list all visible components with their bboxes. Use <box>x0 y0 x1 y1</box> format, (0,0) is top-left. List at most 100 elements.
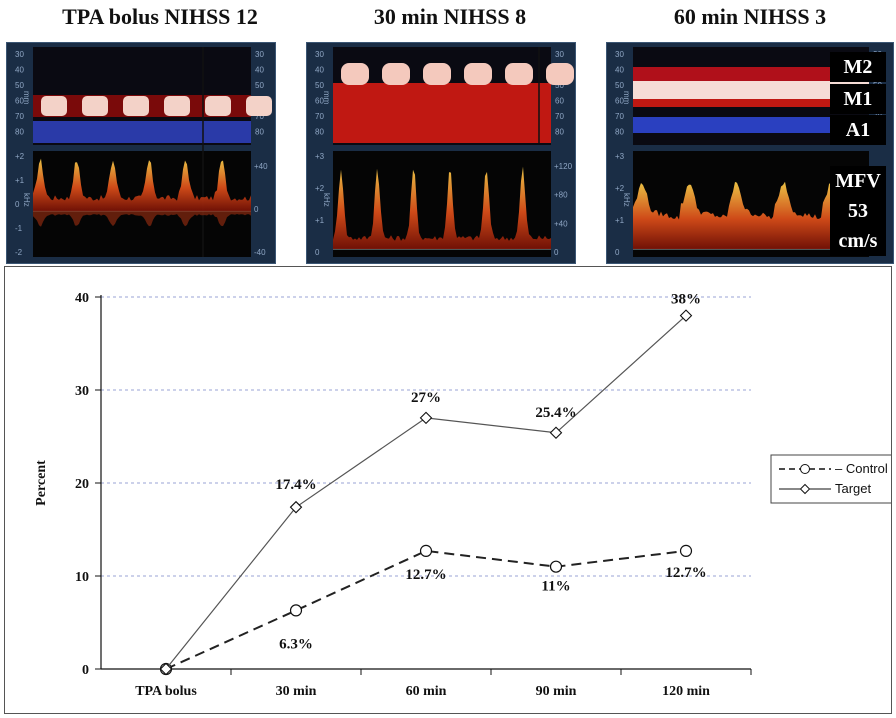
data-point-target <box>419 411 433 425</box>
legend-label-target: Target <box>835 481 872 496</box>
vessel-label-a1: A1 <box>830 115 886 145</box>
velocity-tick-label: 0 <box>254 205 259 214</box>
khz-tick-label: +1 <box>15 176 25 185</box>
mm-tick-label: 80 <box>15 128 24 137</box>
mmode-pulse <box>382 63 410 85</box>
khz-tick-label: -2 <box>15 248 23 257</box>
mfv-label: MFV <box>830 166 886 196</box>
khz-tick-label: 0 <box>15 200 20 209</box>
mmode-pulse <box>246 96 272 116</box>
data-label-control: 6.3% <box>279 636 313 652</box>
mmode-pulse <box>205 96 231 116</box>
mm-tick-label: 80 <box>615 128 624 137</box>
mm-tick-label: 70 <box>315 112 324 121</box>
doppler-panel-2: 303040405050606070708080mm+3+2+10kHz+120… <box>306 42 576 264</box>
mmode-pulse <box>423 63 451 85</box>
khz-axis-label: kHz <box>322 193 331 207</box>
mmode-pulse <box>82 96 108 116</box>
velocity-tick-label: +120 <box>554 162 573 171</box>
mmode-pulse <box>341 63 369 85</box>
data-label-target: 27% <box>411 390 441 406</box>
legend-marker-control <box>800 464 810 474</box>
mm-tick-label: 60 <box>315 97 324 106</box>
mmode-pulse <box>546 63 574 85</box>
mm-tick-label-right: 30 <box>555 50 564 59</box>
doppler-panel-1: 303040405050606070708080mm+2+10-1-2kHz+4… <box>6 42 276 264</box>
data-point-target <box>549 426 563 440</box>
mmode-m1-band <box>633 81 869 99</box>
data-point-control <box>679 544 693 557</box>
khz-tick-label: +2 <box>615 184 625 193</box>
mm-tick-label-right: 40 <box>255 66 264 75</box>
spectral-waveform <box>333 166 551 249</box>
data-label-target: 38% <box>671 292 701 308</box>
mm-tick-label: 30 <box>15 50 24 59</box>
y-tick-label: 30 <box>75 384 89 399</box>
khz-tick-label: +3 <box>615 152 625 161</box>
mm-tick-label: 80 <box>315 128 324 137</box>
khz-tick-label: +2 <box>315 184 325 193</box>
x-tick-label: 90 min <box>536 684 577 699</box>
mm-tick-label: 30 <box>615 50 624 59</box>
khz-tick-label: 0 <box>315 248 320 257</box>
mm-axis-label: mm <box>22 91 31 105</box>
mm-tick-label: 40 <box>315 66 324 75</box>
mmode-pulse <box>464 63 492 85</box>
vessel-label-m1: M1 <box>830 84 886 114</box>
mfv-unit: cm/s <box>830 226 886 256</box>
data-label-target: 25.4% <box>535 405 576 421</box>
mm-tick-label: 50 <box>615 81 624 90</box>
mmode-pulse <box>164 96 190 116</box>
mm-tick-label-right: 80 <box>255 128 264 137</box>
velocity-tick-label: +80 <box>554 191 568 200</box>
mmode-pulse <box>41 96 67 116</box>
line-chart: 0 10 20 30 40 Percent TPA bolus 30 min 60 min 90 … <box>34 291 891 699</box>
khz-axis-label: kHz <box>22 193 31 207</box>
mm-tick-label: 40 <box>15 66 24 75</box>
mm-tick-label-right: 50 <box>255 81 264 90</box>
mm-tick-label-right: 80 <box>555 128 564 137</box>
velocity-tick-label: -40 <box>254 248 266 257</box>
mmode-m1-edge <box>633 99 869 107</box>
mmode-red-band <box>333 83 551 143</box>
data-point-control <box>289 604 303 617</box>
x-tick-label: 120 min <box>662 684 710 699</box>
mm-tick-label-right: 50 <box>555 81 564 90</box>
vessel-label-m2: M2 <box>830 52 886 82</box>
mmode-pulse <box>505 63 533 85</box>
mm-tick-label: 70 <box>615 112 624 121</box>
mm-tick-label-right: 70 <box>255 112 264 121</box>
data-point-control <box>419 544 433 557</box>
mmode-a1-band <box>633 117 869 133</box>
y-tick-label: 0 <box>82 663 89 678</box>
mm-tick-label: 30 <box>315 50 324 59</box>
y-tick-label: 20 <box>75 477 89 492</box>
panel-title-2: 30 min NIHSS 8 <box>373 4 527 29</box>
velocity-tick-label: +40 <box>254 162 268 171</box>
mm-axis-label: mm <box>322 91 331 105</box>
x-tick-label: 60 min <box>406 684 447 699</box>
mm-axis-label: mm <box>622 91 631 105</box>
velocity-tick-label: +40 <box>554 219 568 228</box>
panel-title-3: 60 min NIHSS 3 <box>673 4 827 29</box>
data-point-target <box>679 309 693 322</box>
legend-marker-target <box>799 483 811 495</box>
data-point-target <box>159 662 173 676</box>
y-tick-label: 40 <box>75 291 89 306</box>
mm-tick-label: 40 <box>615 66 624 75</box>
spectral-waveform <box>33 158 251 211</box>
khz-tick-label: 0 <box>615 248 620 257</box>
mmode-blue-band <box>33 121 251 143</box>
khz-axis-label: kHz <box>622 193 631 207</box>
panel-title-1: TPA bolus NIHSS 12 <box>62 4 258 29</box>
mm-tick-label: 60 <box>15 97 24 106</box>
khz-tick-label: +3 <box>315 152 325 161</box>
legend-label-control: – Control <box>835 461 888 476</box>
data-label-control: 12.7% <box>665 565 706 581</box>
mm-tick-label: 50 <box>315 81 324 90</box>
mmode-m2-band <box>633 67 869 83</box>
khz-tick-label: +1 <box>315 216 325 225</box>
mm-tick-label-right: 30 <box>255 50 264 59</box>
x-tick-label: TPA bolus <box>135 684 197 699</box>
